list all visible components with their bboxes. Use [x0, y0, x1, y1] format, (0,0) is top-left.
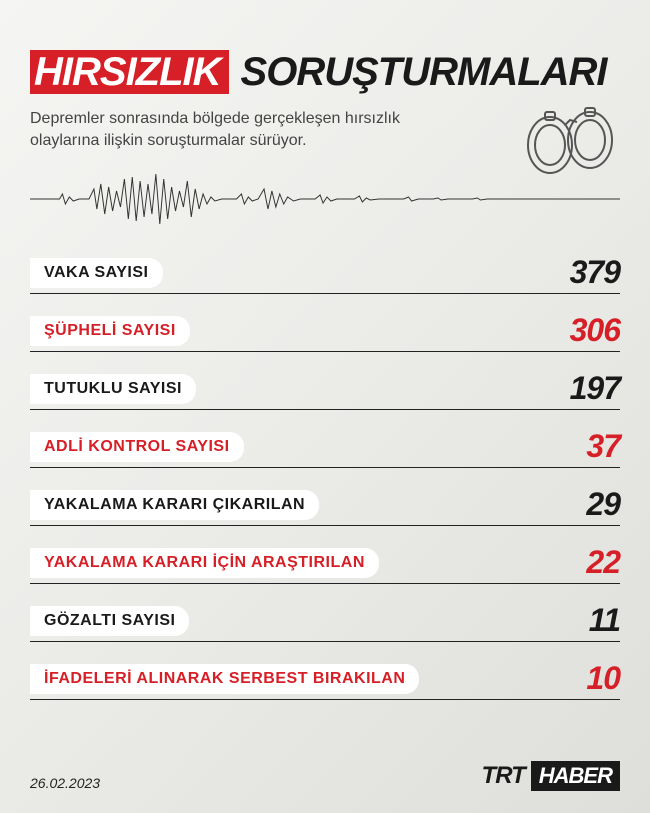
stat-value: 37	[586, 428, 620, 465]
stat-label: ŞÜPHELİ SAYISI	[30, 316, 190, 346]
logo-part1: TRT	[482, 762, 525, 790]
footer: 26.02.2023 TRT HABER	[30, 761, 620, 791]
subtitle: Depremler sonrasında bölgede gerçekleşen…	[30, 108, 470, 151]
stat-label: ADLİ KONTROL SAYISI	[30, 432, 244, 462]
stat-label: YAKALAMA KARARI ÇIKARILAN	[30, 490, 319, 520]
stat-row: ŞÜPHELİ SAYISI 306	[30, 312, 620, 352]
title-highlight: HIRSIZLIK	[30, 50, 229, 94]
stat-row: VAKA SAYISI 379	[30, 254, 620, 294]
date-label: 26.02.2023	[30, 775, 100, 791]
stat-row: YAKALAMA KARARI İÇİN ARAŞTIRILAN 22	[30, 544, 620, 584]
stat-value: 10	[586, 660, 620, 697]
stat-value: 306	[570, 312, 620, 349]
stat-row: TUTUKLU SAYISI 197	[30, 370, 620, 410]
stat-row: ADLİ KONTROL SAYISI 37	[30, 428, 620, 468]
logo: TRT HABER	[482, 761, 620, 791]
stat-label: VAKA SAYISI	[30, 258, 163, 288]
stat-value: 29	[586, 486, 620, 523]
stat-value: 22	[586, 544, 620, 581]
stat-label: YAKALAMA KARARI İÇİN ARAŞTIRILAN	[30, 548, 379, 578]
stat-value: 197	[570, 370, 620, 407]
stat-label: İFADELERİ ALINARAK SERBEST BIRAKILAN	[30, 664, 419, 694]
infographic-container: HIRSIZLIK SORUŞTURMALARI Depremler sonra…	[0, 0, 650, 813]
stat-value: 11	[589, 602, 620, 639]
stat-row: YAKALAMA KARARI ÇIKARILAN 29	[30, 486, 620, 526]
stats-list: VAKA SAYISI 379 ŞÜPHELİ SAYISI 306 TUTUKLU S…	[30, 254, 620, 700]
stat-label: TUTUKLU SAYISI	[30, 374, 196, 404]
stat-label: GÖZALTI SAYISI	[30, 606, 189, 636]
title-row: HIRSIZLIK SORUŞTURMALARI	[30, 50, 620, 94]
stat-row: GÖZALTI SAYISI 11	[30, 602, 620, 642]
title-rest: SORUŞTURMALARI	[241, 50, 607, 94]
stat-row: İFADELERİ ALINARAK SERBEST BIRAKILAN 10	[30, 660, 620, 700]
stat-value: 379	[570, 254, 620, 291]
handcuffs-icon	[515, 100, 625, 180]
logo-part2: HABER	[531, 761, 620, 791]
